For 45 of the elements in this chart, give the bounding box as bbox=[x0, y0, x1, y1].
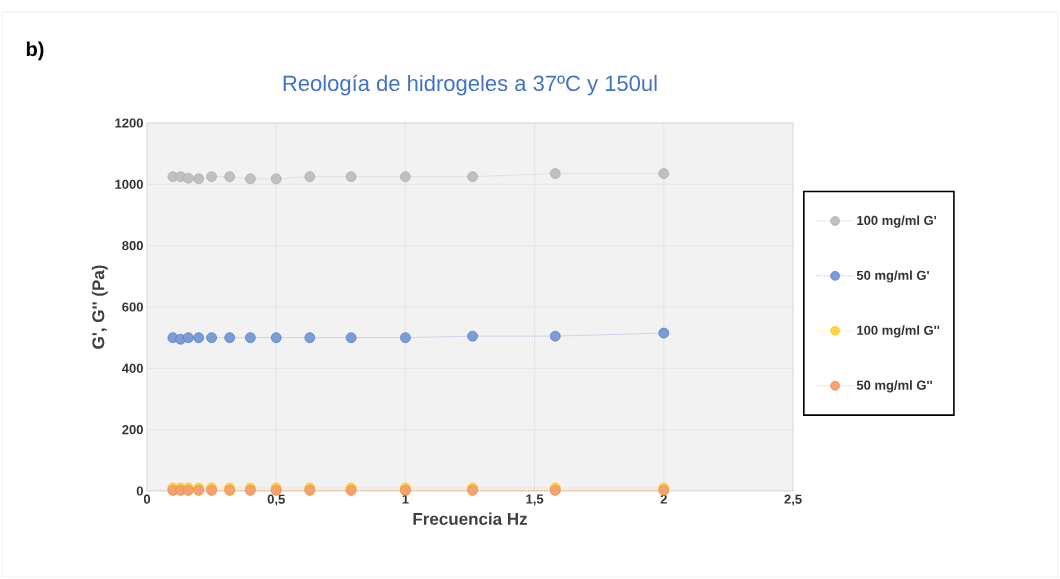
y-tick-label: 0 bbox=[136, 486, 143, 496]
point bbox=[549, 330, 561, 342]
legend-label: 50 mg/ml G' bbox=[856, 270, 929, 283]
point bbox=[400, 171, 411, 182]
x-tick-label: 0,5 bbox=[267, 494, 285, 506]
x-tick-label: 2 bbox=[660, 494, 667, 504]
legend-label: 100 mg/ml G' bbox=[857, 215, 937, 228]
point bbox=[400, 332, 411, 343]
point bbox=[183, 172, 194, 184]
point bbox=[658, 168, 670, 179]
y-tick-label: 1000 bbox=[115, 179, 143, 189]
point bbox=[345, 171, 357, 182]
point bbox=[270, 173, 282, 185]
y-tick-label: 200 bbox=[122, 425, 143, 435]
y-tick-label: 1200 bbox=[115, 118, 143, 128]
legend-label: 100 mg/ml G'' bbox=[857, 325, 940, 338]
x-tick-label: 0 bbox=[143, 494, 151, 504]
point bbox=[183, 332, 194, 343]
point bbox=[245, 332, 256, 343]
x-tick-label: 1 bbox=[402, 494, 409, 504]
x-tick-label: 1,5 bbox=[526, 494, 544, 506]
y-tick-label: 600 bbox=[122, 302, 143, 312]
y-tick-label: 400 bbox=[121, 363, 143, 373]
y-axis-title: G', G'' (Pa) bbox=[91, 265, 108, 349]
point bbox=[304, 171, 316, 182]
x-tick-label: 2,5 bbox=[784, 494, 802, 506]
point bbox=[467, 171, 478, 182]
point bbox=[658, 327, 670, 339]
point bbox=[193, 332, 204, 343]
point bbox=[467, 330, 478, 342]
x-axis-title: Frecuencia Hz bbox=[413, 512, 527, 525]
legend-label: 50 mg/ml G'' bbox=[856, 380, 932, 393]
point bbox=[549, 168, 561, 179]
point bbox=[245, 173, 256, 185]
point bbox=[345, 332, 357, 343]
chart-title: Reología de hidrogeles a 37ºC y 150ul bbox=[283, 74, 657, 96]
point bbox=[206, 171, 217, 182]
text: b) bbox=[26, 41, 44, 61]
point bbox=[224, 332, 235, 343]
point bbox=[224, 171, 235, 182]
point bbox=[193, 173, 204, 185]
point bbox=[270, 332, 282, 343]
point bbox=[206, 332, 217, 343]
y-tick-label: 800 bbox=[122, 241, 143, 251]
point bbox=[304, 332, 316, 343]
